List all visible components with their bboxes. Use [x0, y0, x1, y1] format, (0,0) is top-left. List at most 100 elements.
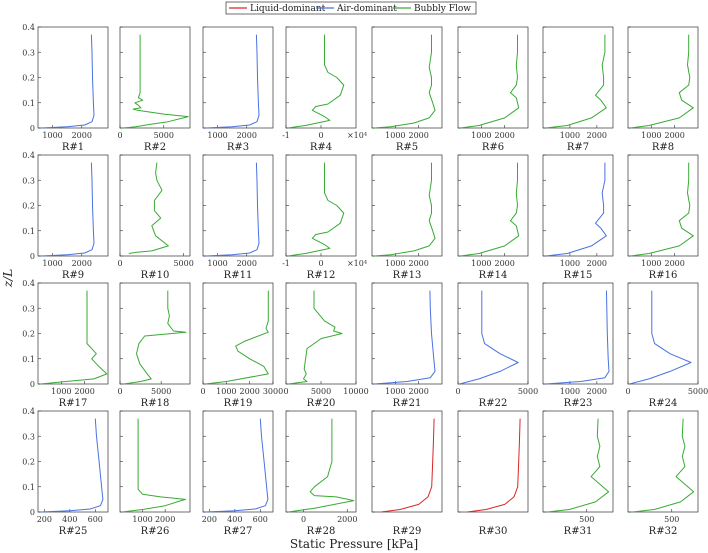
x-tick-label: -1 — [282, 259, 290, 268]
panel-frame — [202, 282, 274, 385]
x-tick-label: 2000 — [664, 131, 684, 140]
series-line — [205, 418, 269, 513]
x-tick-label: 5000 — [688, 387, 708, 396]
panel-label: R#18 — [141, 398, 170, 409]
series-line — [40, 34, 95, 129]
x-tick-label: 2000 — [408, 387, 428, 396]
panel-r9: 0 0.1 0.2 0.3 0.4 1000 2000 R#9 — [22, 151, 109, 281]
panel-r21: 1000 2000 R#21 — [371, 282, 443, 409]
panel-r11: 1000 2000 R#11 — [202, 154, 274, 281]
series-line — [545, 34, 607, 129]
panel-label: R#29 — [393, 526, 422, 537]
y-tick-label: 0.4 — [22, 23, 35, 32]
legend: Liquid-dominant Air-dominant Bubbly Flow — [225, 1, 477, 15]
x-tick-label: 400 — [62, 515, 77, 524]
y-tick-label: 0.4 — [22, 279, 35, 288]
panel-frame — [202, 154, 274, 257]
panel-r4: -1 0 ×10⁴ R#4 — [282, 26, 367, 153]
x-tick-label: 0 — [625, 387, 630, 396]
x-tick-label: 2000 — [494, 131, 514, 140]
series-line — [40, 290, 108, 385]
panel-label: R#21 — [393, 398, 422, 409]
x-tick-label: 5000 — [518, 387, 538, 396]
x-tick-label: 0 — [455, 387, 460, 396]
panel-label: R#10 — [141, 270, 170, 281]
panel-label: R#8 — [652, 142, 674, 153]
x-tick-label: 5000 — [151, 387, 171, 396]
series-line — [40, 162, 95, 257]
x-tick-label: 5000 — [154, 131, 174, 140]
series-line — [122, 34, 189, 129]
panel-label: R#1 — [62, 142, 84, 153]
panel-r22: 0 5000 R#22 — [455, 282, 538, 409]
panel-r16: 1000 2000 R#16 — [627, 154, 699, 281]
x-tick-label: 0 — [283, 387, 288, 396]
panel-label: R#14 — [479, 270, 508, 281]
series-line — [381, 418, 435, 513]
legend-box — [225, 1, 477, 15]
x-tick-label: 2000 — [587, 259, 607, 268]
panel-r12: -1 0 ×10⁴ R#12 — [282, 154, 367, 281]
y-tick-label: 0 — [30, 380, 35, 389]
x-exponent-label: ×10⁴ — [347, 259, 367, 268]
y-tick-label: 0.4 — [22, 151, 35, 160]
x-tick-label: 2000 — [494, 259, 514, 268]
panel-frame — [371, 410, 443, 513]
x-tick-label: 1000 — [641, 131, 661, 140]
panel-frame — [542, 26, 614, 129]
panel-label: R#30 — [479, 526, 508, 537]
x-tick-label: 2000 — [587, 387, 607, 396]
panel-label: R#17 — [59, 398, 88, 409]
panel-frame — [119, 154, 191, 257]
series-line — [205, 290, 269, 385]
x-tick-label: 1000 — [560, 131, 580, 140]
panel-label: R#9 — [62, 270, 84, 281]
panel-r18: 0 5000 R#18 — [117, 282, 191, 409]
x-tick-label: 600 — [88, 515, 103, 524]
x-tick-label: 1000 — [42, 259, 62, 268]
panel-label: R#15 — [564, 270, 593, 281]
x-tick-label: 0 — [117, 259, 122, 268]
x-tick-label: 1000 — [51, 387, 71, 396]
x-tick-label: 1000 — [132, 515, 152, 524]
x-tick-label: 0 — [318, 131, 323, 140]
x-tick-label: 2000 — [72, 131, 92, 140]
y-tick-label: 0.2 — [22, 202, 35, 211]
series-line — [288, 290, 343, 385]
x-tick-label: 1000 — [207, 131, 227, 140]
panel-label: R#32 — [649, 526, 678, 537]
panel-r31: 500 R#31 — [542, 410, 614, 537]
panel-frame — [285, 282, 357, 385]
panel-label: R#23 — [564, 398, 593, 409]
x-tick-label: 0 — [318, 259, 323, 268]
panel-label: R#25 — [59, 526, 88, 537]
panel-r32: 500 R#32 — [627, 410, 699, 537]
y-tick-label: 0.4 — [22, 407, 35, 416]
x-tick-label: 1000 — [216, 387, 236, 396]
panel-r23: 1000 2000 R#23 — [542, 282, 614, 409]
panel-frame — [37, 410, 109, 513]
panel-frame — [457, 410, 529, 513]
panel-frame — [285, 26, 357, 129]
x-tick-label: 2000 — [72, 259, 92, 268]
x-tick-label: 600 — [253, 515, 268, 524]
panel-label: R#28 — [307, 526, 336, 537]
panel-r3: 1000 2000 R#3 — [202, 26, 274, 153]
series-line — [545, 162, 607, 257]
legend-label-liquid: Liquid-dominant — [250, 4, 326, 14]
x-tick-label: 2000 — [664, 259, 684, 268]
x-tick-label: 2000 — [587, 131, 607, 140]
series-line — [460, 162, 520, 257]
panel-r15: 1000 2000 R#15 — [542, 154, 614, 281]
x-tick-label: 1000 — [560, 387, 580, 396]
panel-label: R#5 — [396, 142, 418, 153]
panel-frame — [285, 154, 357, 257]
panel-r8: 1000 2000 R#8 — [627, 26, 699, 153]
panel-r29: R#29 — [371, 410, 443, 537]
series-line — [630, 34, 694, 129]
y-tick-label: 0.1 — [22, 99, 35, 108]
series-line — [287, 34, 345, 129]
